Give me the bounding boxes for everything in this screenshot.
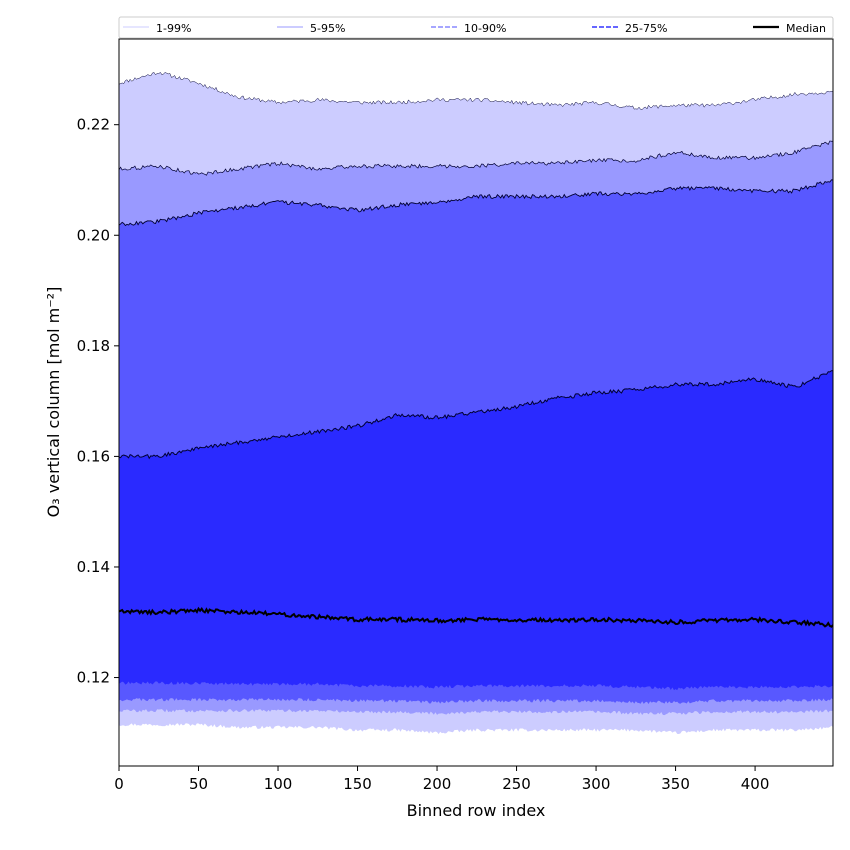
band-25-75-area [119,370,833,691]
x-tick-label: 50 [189,775,208,793]
y-tick-label: 0.16 [77,447,110,465]
legend-label: 25-75% [625,22,667,35]
band-10-90-upper-edge [119,179,833,227]
median-line [119,606,833,628]
plot-frame [118,38,834,767]
axes: 0 50 100 150 200 250 300 350 400 0.12 0.14 0.16 0.18… [77,38,834,793]
x-tick-label: 0 [114,775,124,793]
y-axis-title: O₃ vertical column [mol m⁻²] [44,287,63,518]
x-tick-label: 150 [343,775,372,793]
plot-area [119,71,833,735]
legend-label: 10-90% [464,22,506,35]
legend: 1-99% 5-95% 10-90% 25-75% Median [118,16,834,39]
x-tick-label: 300 [582,775,611,793]
legend-label: Median [786,22,826,35]
y-tick-label: 0.14 [77,558,110,576]
x-tick-label: 250 [502,775,531,793]
x-tick-label: 100 [264,775,293,793]
x-tick-label: 400 [741,775,770,793]
legend-label: 1-99% [156,22,191,35]
x-axis-title: Binned row index [407,801,546,820]
legend-box [118,16,834,39]
x-tick-label: 200 [423,775,452,793]
y-tick-label: 0.20 [77,226,110,244]
band-5-95-upper-edge [119,140,833,176]
y-tick-label: 0.22 [77,116,110,134]
x-tick-label: 350 [661,775,690,793]
band-25-75-upper-edge [119,370,833,460]
y-tick-label: 0.18 [77,337,110,355]
band-1-99-upper-edge [119,71,833,110]
legend-label: 5-95% [310,22,345,35]
y-tick-label: 0.12 [77,669,110,687]
